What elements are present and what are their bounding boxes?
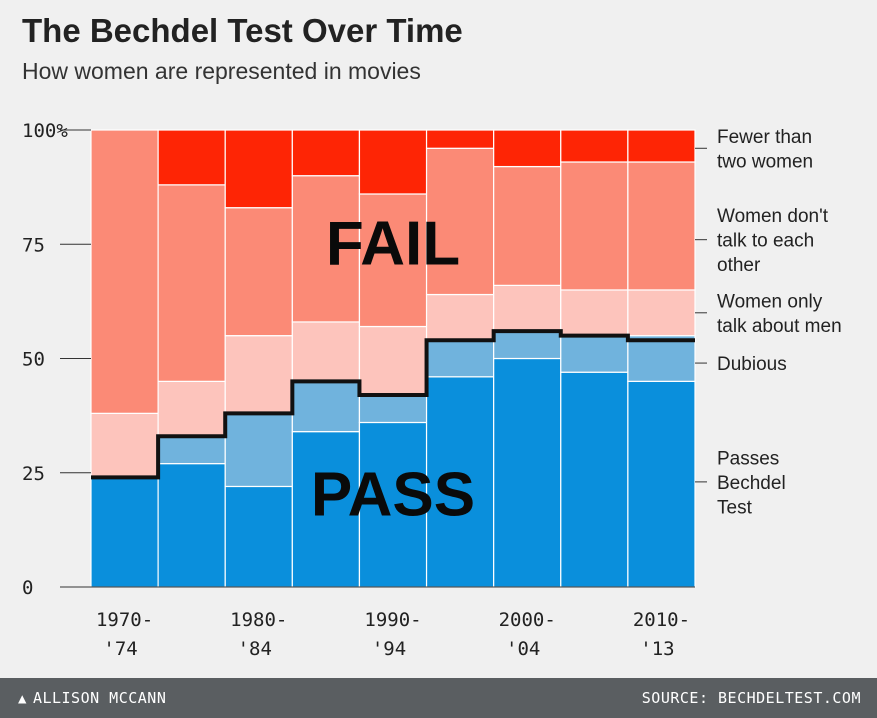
y-tick-label: 75 [22,234,45,256]
legend-label: Fewer than [717,127,812,148]
bar-segment [90,476,159,588]
footer-bar: ▲ ALLISON MCCANN SOURCE: BECHDELTEST.COM [0,678,877,718]
bar-segment [90,129,159,414]
y-tick-label: 50 [22,349,45,371]
bar-segment [560,335,629,373]
legend-label: talk to each [717,231,814,252]
bar-segment [358,129,428,195]
bar-segment [358,325,428,396]
legend-label: Passes [717,448,779,469]
legend-label: Dubious [717,354,787,375]
bar-segment [425,339,495,378]
bar-segment [560,129,629,163]
bar-segment [627,129,696,163]
legend-label: two women [717,152,813,173]
legend-label: Women only [717,292,823,313]
legend-label: Women don't [717,206,829,227]
bar-segment [224,335,293,414]
author-credit: ▲ ALLISON MCCANN [18,689,166,707]
bar-segment [291,129,361,177]
bar-segment [493,357,562,588]
bar-segment [157,129,226,186]
x-tick-label-line1: 2010- [633,609,690,631]
bar-segment [627,161,696,291]
source-credit: SOURCE: BECHDELTEST.COM [641,689,861,707]
x-tick-label-line1: 2000- [499,609,556,631]
bechdel-chart: 0 25 50 75 100% FAIL PASS 1970- '74 1980- '84 1990-… [22,120,842,660]
bar-segment [493,129,562,168]
bar-segment [560,371,629,588]
bar-segment [157,380,226,437]
bar-segment [224,485,293,588]
bar-segment [157,463,226,588]
bar-segment [627,380,696,588]
bar-segment [493,165,562,286]
x-tick-label-line1: 1970- [96,609,153,631]
x-tick-label-line1: 1980- [230,609,287,631]
bar-segment [560,161,629,291]
annotation-pass: PASS [311,461,475,530]
legend-label: talk about men [717,316,842,337]
bar-segment [224,412,293,488]
bar-segment [291,321,361,382]
bar-segment [425,147,495,296]
bar-segment [425,129,495,149]
x-tick-label-line2: '13 [640,638,674,660]
x-tick-label-line1: 1990- [364,609,421,631]
bar-segment [358,394,428,424]
bar-segment [493,330,562,360]
bar-segment [291,380,361,433]
bar-segment [224,207,293,337]
legend-label: Bechdel [717,473,786,494]
bar-segment [425,376,495,588]
y-tick-label: 0 [22,577,33,599]
bar-segment [560,289,629,337]
x-tick-label-line2: '94 [372,638,406,660]
annotation-fail: FAIL [326,209,460,278]
bar-segment [627,335,696,382]
x-tick-label-line2: '04 [506,638,540,660]
bar-segment [425,293,495,341]
chart-title: The Bechdel Test Over Time [22,12,463,49]
author-name: ALLISON MCCANN [32,689,167,707]
legend-label: other [717,255,761,276]
bar-segment [157,435,226,465]
y-tick-label: 25 [22,463,45,485]
pass-threshold-line [91,329,695,480]
x-tick-label-line2: '74 [103,638,137,660]
bar-segment [90,412,159,478]
legend-label: Test [717,497,753,518]
y-tick-label: 100% [22,120,68,142]
chart-subtitle: How women are represented in movies [22,58,421,84]
x-tick-label-line2: '84 [238,638,272,660]
bar-segment [493,284,562,332]
bar-segment [224,129,293,209]
fivethirtyeight-fox-icon: ▲ [18,691,27,707]
bar-segment [627,289,696,337]
bar-segment [157,184,226,382]
